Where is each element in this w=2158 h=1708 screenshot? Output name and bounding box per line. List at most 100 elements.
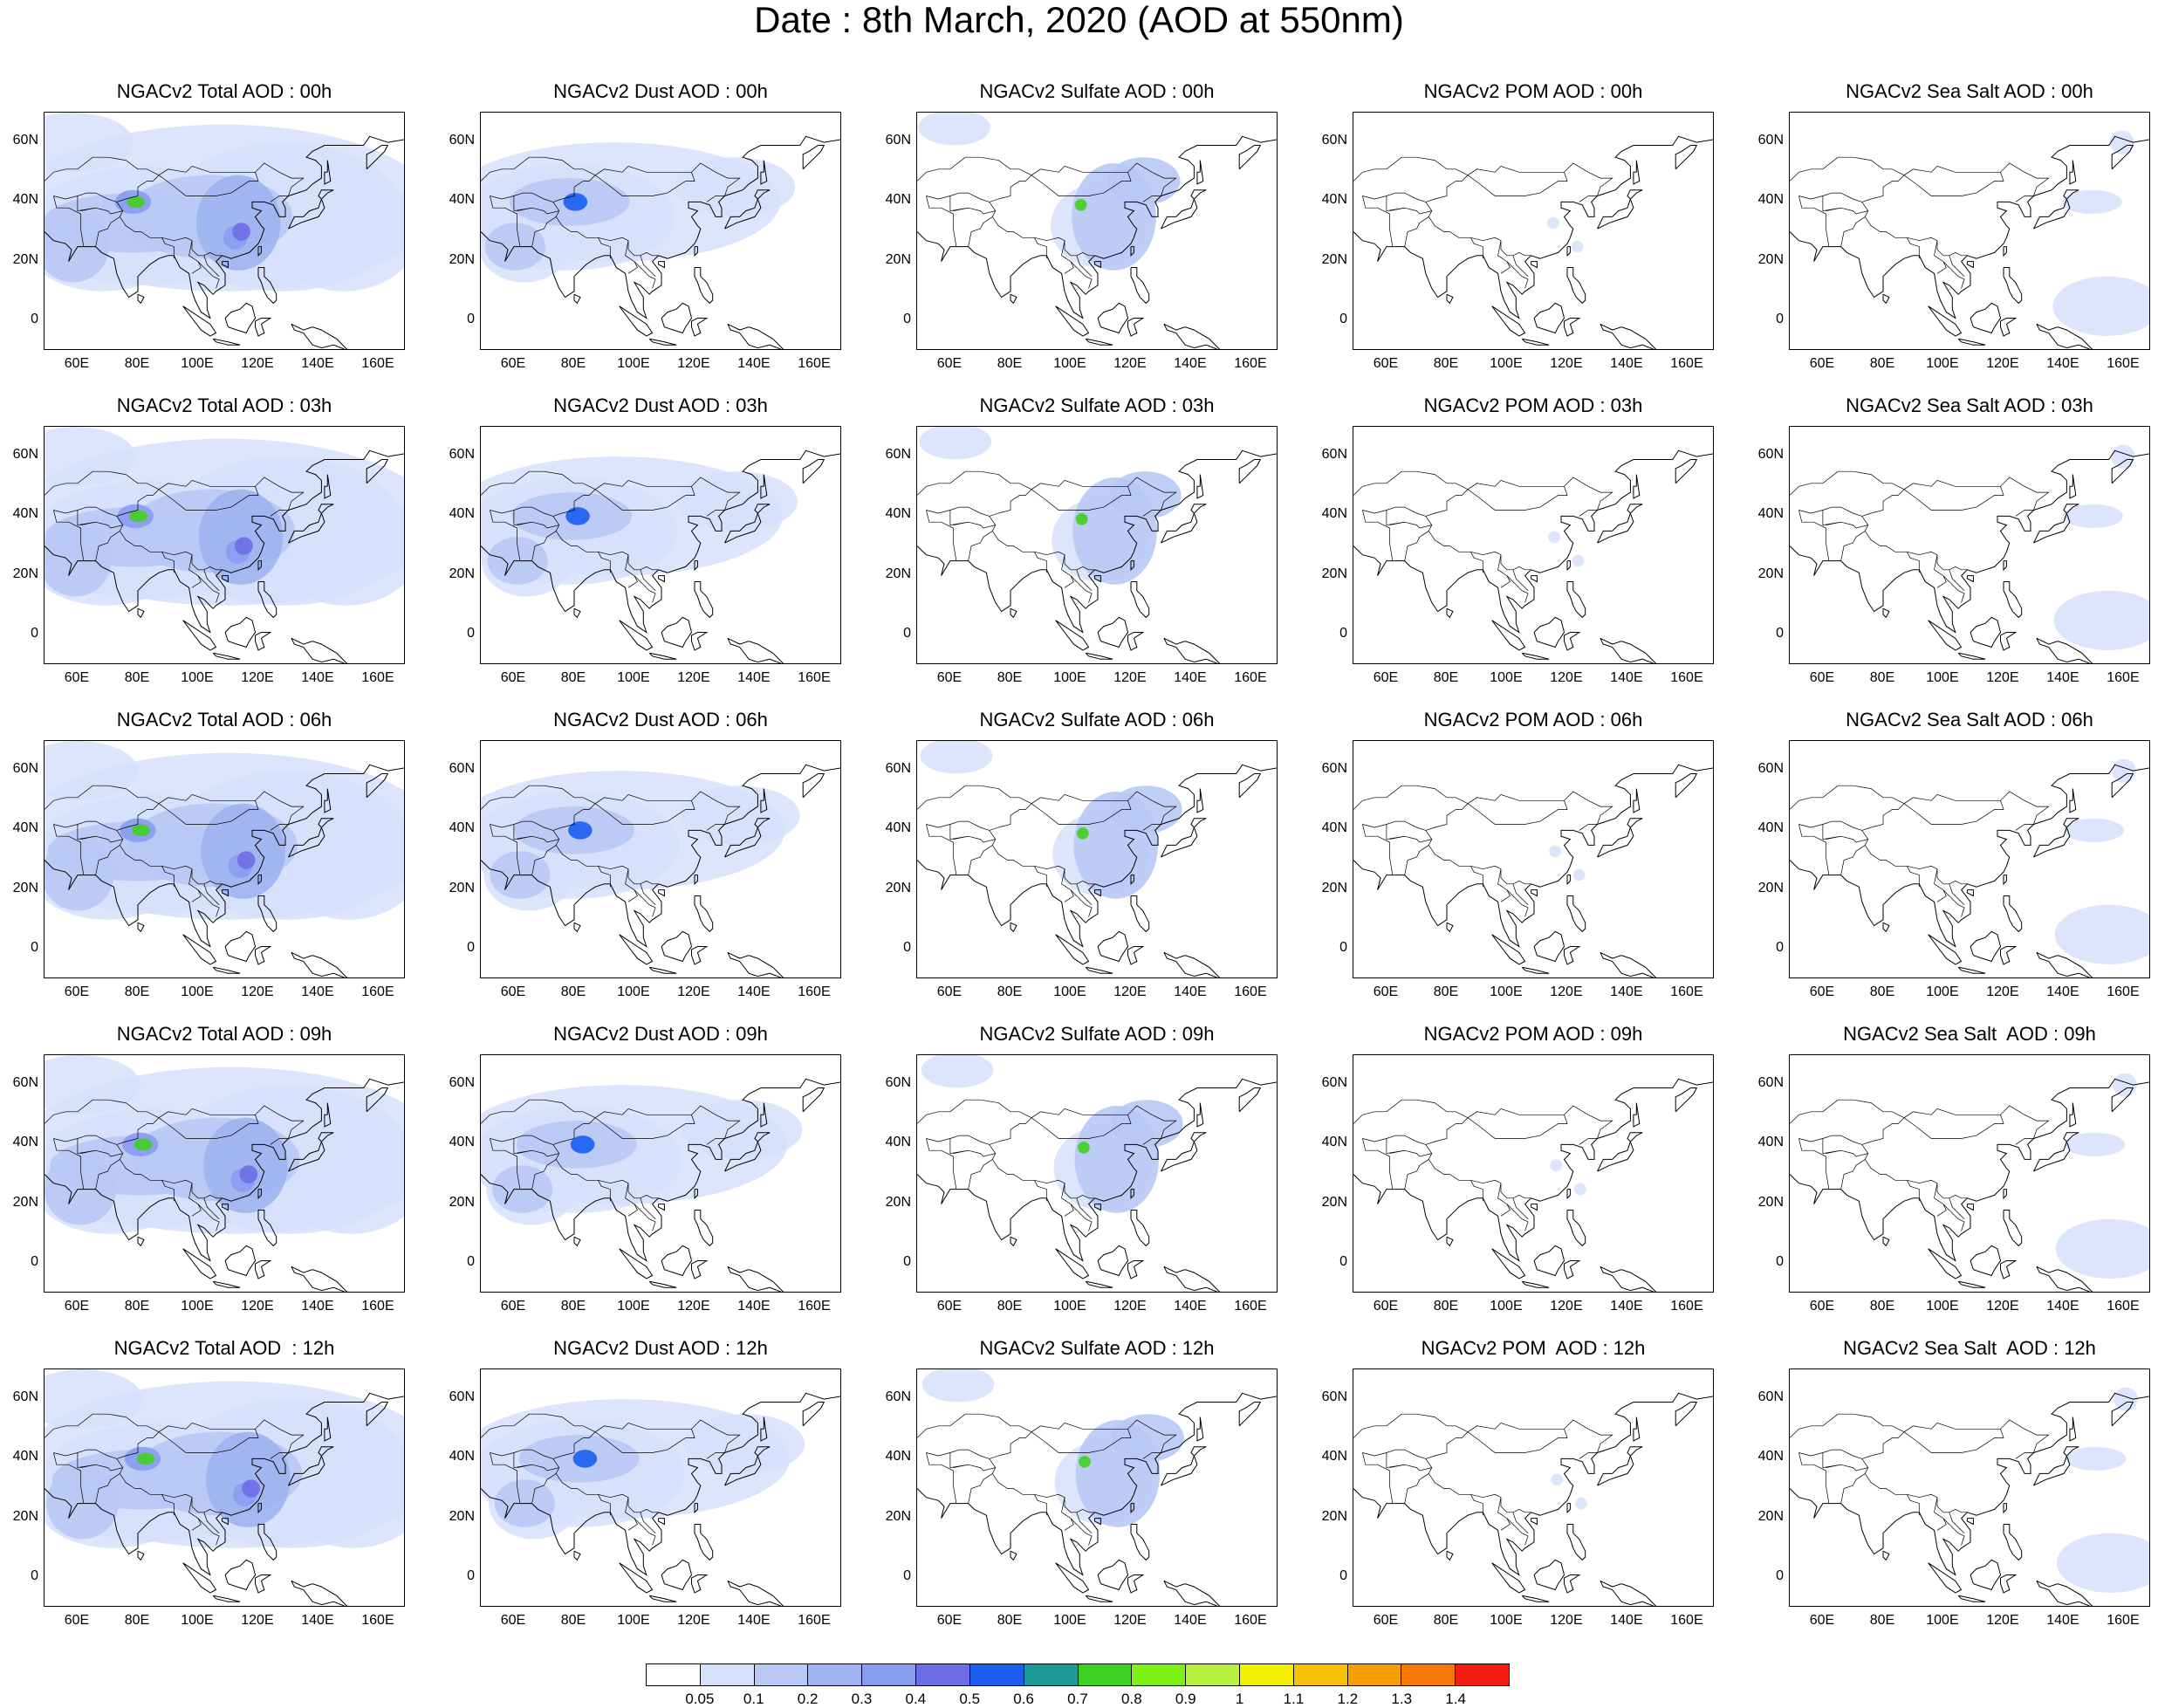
coastline — [2111, 145, 2134, 170]
y-tick-label: 20N — [1757, 251, 1784, 267]
aod-region — [239, 1165, 258, 1183]
y-tick-label: 20N — [449, 251, 475, 267]
country-border — [197, 889, 220, 917]
country-border — [1907, 866, 1920, 888]
coastline — [1130, 246, 1134, 257]
country-border — [77, 195, 96, 212]
panel-title: NGACv2 Sulfate AOD : 09h — [979, 1023, 1215, 1045]
country-border — [989, 162, 1177, 211]
coastline — [1127, 1574, 1145, 1594]
country-border — [1907, 552, 1920, 573]
x-tick-label: 100E — [181, 984, 214, 999]
x-tick-label: 160E — [2107, 1299, 2140, 1314]
coastline — [1085, 1280, 1113, 1288]
coastline — [366, 459, 389, 484]
y-tick-label: 0 — [1339, 939, 1347, 955]
x-tick-label: 160E — [361, 356, 394, 371]
x-tick-label: 60E — [1809, 356, 1835, 371]
coastline — [661, 302, 693, 334]
country-border — [1798, 506, 1862, 517]
aod-region — [2062, 504, 2123, 529]
x-tick-label: 120E — [677, 1613, 710, 1628]
coastline — [257, 875, 262, 886]
country-border — [1076, 255, 1093, 277]
y-tick-label: 60N — [1757, 1389, 1784, 1405]
aod-region — [2056, 1533, 2149, 1593]
colorbar-label: 0.7 — [1067, 1691, 1088, 1707]
y-tick-label: 20N — [12, 880, 38, 895]
country-border — [1142, 195, 1161, 202]
x-tick-label: 160E — [1234, 984, 1267, 999]
country-border — [1790, 785, 1905, 810]
country-border — [640, 569, 656, 591]
coastline — [137, 607, 145, 619]
aod-region — [268, 172, 404, 292]
y-tick-label: 40N — [449, 1449, 475, 1464]
country-border — [552, 477, 741, 525]
country-border — [917, 156, 1032, 182]
aod-region — [271, 486, 404, 606]
country-border — [1903, 793, 2001, 804]
x-tick-label: 60E — [936, 1613, 963, 1628]
coastline — [724, 504, 771, 544]
coastline — [212, 338, 241, 346]
coastline — [1633, 1416, 1641, 1442]
y-tick-label: 0 — [1776, 1567, 1784, 1583]
country-border — [1497, 554, 1511, 588]
coastline — [1600, 323, 1657, 349]
coastline — [1957, 1280, 1986, 1288]
country-border — [640, 255, 656, 277]
x-tick-label: 100E — [1926, 984, 1959, 999]
x-tick-label: 60E — [936, 984, 963, 999]
aod-region — [1107, 157, 1181, 205]
coastline — [1967, 1204, 1974, 1211]
country-border — [481, 1413, 596, 1438]
map-canvas — [481, 1078, 840, 1292]
country-border — [1470, 1494, 1483, 1516]
coastline — [1633, 788, 1641, 813]
coastline — [694, 1210, 714, 1247]
country-border — [1404, 216, 1429, 247]
country-border — [1497, 240, 1511, 274]
country-border — [197, 1204, 220, 1231]
country-border — [1840, 216, 1866, 247]
coastline — [661, 1559, 693, 1591]
coastline — [45, 1392, 404, 1576]
y-tick-label: 60N — [1757, 1075, 1784, 1091]
map-canvas — [45, 741, 404, 977]
x-tick-label: 80E — [124, 1299, 150, 1314]
country-border — [598, 237, 611, 259]
aod-region — [203, 1117, 288, 1213]
y-tick-label: 40N — [1757, 192, 1784, 208]
x-tick-label: 120E — [1113, 670, 1147, 685]
aod-region — [572, 1450, 598, 1468]
panel-title: NGACv2 Sulfate AOD : 00h — [979, 80, 1215, 102]
coastline — [1597, 504, 1643, 544]
coastline — [573, 922, 581, 933]
colorbar-swatch — [1347, 1664, 1402, 1685]
x-tick-label: 140E — [301, 356, 334, 371]
country-border — [1034, 237, 1047, 259]
country-border — [1903, 1108, 2001, 1118]
x-tick-label: 140E — [2046, 1613, 2079, 1628]
country-border — [77, 824, 96, 840]
country-border — [158, 165, 256, 175]
country-border — [481, 470, 596, 496]
country-border — [490, 1452, 521, 1504]
colorbar-label: 1 — [1235, 1691, 1244, 1707]
main-title: Date : 8th March, 2020 (AOD at 550nm) — [754, 0, 1404, 40]
country-border — [1861, 162, 2050, 211]
x-tick-label: 160E — [1234, 1299, 1267, 1314]
coastline — [1521, 1280, 1550, 1288]
colorbar-label: 0.2 — [797, 1691, 819, 1707]
coastline — [1675, 145, 1698, 170]
coastline — [222, 1204, 229, 1211]
coastline — [1010, 1550, 1017, 1561]
y-tick-label: 60N — [12, 1075, 38, 1091]
coastline — [45, 135, 404, 319]
coastline — [257, 1210, 277, 1247]
x-tick-label: 80E — [124, 670, 150, 685]
y-tick-label: 40N — [1321, 506, 1347, 522]
aod-region — [277, 1429, 404, 1548]
aod-region — [2113, 1073, 2137, 1097]
